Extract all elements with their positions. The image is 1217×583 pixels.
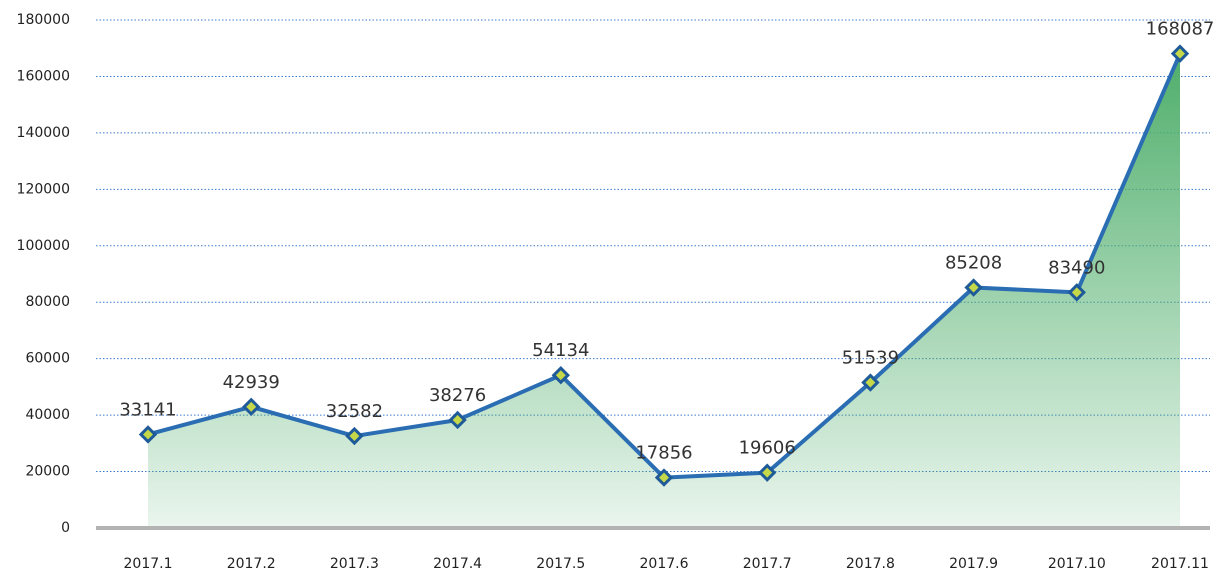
marker — [861, 373, 880, 392]
y-tick-label: 100000 — [17, 238, 70, 254]
marker — [964, 278, 983, 297]
data-label: 32582 — [326, 401, 383, 422]
x-tick-label: 2017.11 — [1151, 556, 1209, 572]
x-tick-label: 2017.3 — [330, 556, 379, 572]
x-tick-label: 2017.7 — [743, 556, 792, 572]
data-label: 38276 — [429, 385, 486, 406]
y-tick-label: 180000 — [17, 12, 70, 28]
data-label: 17856 — [635, 443, 692, 464]
y-tick-label: 80000 — [25, 294, 70, 310]
marker — [551, 366, 570, 385]
data-label: 33141 — [119, 399, 176, 420]
x-tick-label: 2017.8 — [846, 556, 895, 572]
marker — [448, 410, 467, 430]
marker — [138, 425, 158, 444]
data-label: 168087 — [1146, 19, 1215, 40]
y-tick-label: 60000 — [25, 351, 70, 367]
x-tick-label: 2017.10 — [1048, 556, 1106, 572]
y-tick-label: 0 — [61, 520, 70, 536]
data-label: 19606 — [739, 438, 796, 459]
data-label: 42939 — [223, 372, 280, 393]
y-tick-label: 120000 — [17, 181, 70, 197]
marker — [242, 397, 261, 417]
y-tick-label: 40000 — [25, 407, 70, 423]
y-tick-label: 20000 — [25, 464, 70, 480]
data-label: 85208 — [945, 253, 1002, 274]
y-tick-label: 140000 — [17, 125, 70, 141]
x-tick-label: 2017.1 — [124, 556, 173, 572]
x-tick-label: 2017.9 — [949, 556, 998, 572]
data-label: 54134 — [532, 340, 589, 361]
marker — [1067, 283, 1086, 302]
x-tick-label: 2017.2 — [227, 556, 276, 572]
data-label: 83490 — [1048, 257, 1105, 278]
y-tick-label: 160000 — [17, 68, 70, 84]
marker — [1170, 44, 1190, 63]
data-label: 51539 — [842, 348, 899, 369]
area — [148, 53, 1180, 529]
marker — [758, 463, 777, 482]
marker — [345, 426, 364, 446]
x-tick-label: 2017.4 — [433, 556, 482, 572]
marker — [654, 468, 674, 487]
x-tick-label: 2017.6 — [640, 556, 689, 572]
x-tick-label: 2017.5 — [536, 556, 585, 572]
